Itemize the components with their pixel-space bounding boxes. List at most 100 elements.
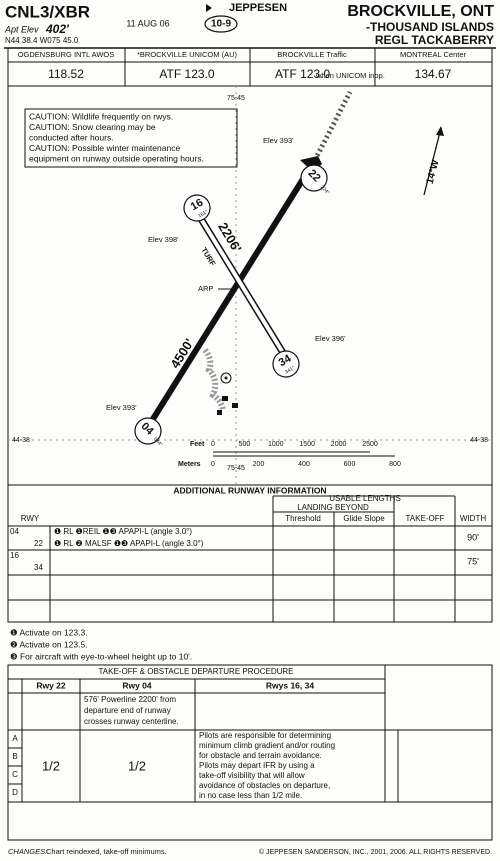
logo — [206, 4, 212, 12]
note: when UNICOM inop. — [315, 71, 385, 80]
capsule — [272, 350, 300, 378]
label: OGDENSBURG INTL AWOS — [18, 50, 115, 59]
procedure: for obstacle and terrain avoidance. — [199, 751, 322, 760]
elevations: Elev 398' — [148, 235, 179, 244]
index: 10-9 — [211, 19, 231, 30]
runway-end-capsules — [134, 164, 328, 445]
notes: ❷ Activate on 123.5. — [10, 639, 88, 649]
usable-lengths: USABLE LENGTHS — [329, 494, 401, 503]
feet: 500 — [239, 441, 251, 448]
rows: D — [12, 788, 18, 797]
min-22: 1/2 — [42, 758, 60, 773]
powerline: 576' Powerline 2200' from — [84, 695, 176, 704]
cautions: conducted after hours. — [29, 132, 114, 142]
changes-label: CHANGES: — [8, 847, 47, 856]
feet: 1000 — [268, 441, 284, 448]
runway-04-22 — [145, 161, 316, 429]
arp-dot — [224, 376, 228, 380]
apron — [202, 348, 226, 411]
elevations: Elev 396' — [315, 334, 346, 343]
coords: N44 38.4 W075 45.0 — [5, 36, 79, 45]
rwy-04: Rwy 04 — [122, 680, 152, 690]
building — [232, 403, 238, 408]
capsule — [300, 164, 328, 192]
left: 44-38 — [12, 437, 30, 444]
rwy: 22 — [34, 539, 43, 548]
procedure: Pilots may depart IFR by using a — [199, 761, 315, 770]
ident: CNL3/XBR — [5, 2, 90, 21]
r04-hdg: 044° — [152, 436, 164, 448]
capsule — [183, 194, 211, 222]
label: BROCKVILLE Traffic — [277, 50, 347, 59]
cautions: CAUTION: Possible winter maintenance — [29, 143, 180, 153]
top: 75-45 — [227, 95, 245, 102]
rows: B — [12, 752, 17, 761]
takeoff: TAKE-OFF — [406, 514, 445, 523]
brand: JEPPESEN — [229, 2, 287, 14]
name-2: REGL TACKABERRY — [375, 33, 494, 47]
right: 44-38 — [470, 437, 488, 444]
feet: 0 — [211, 441, 215, 448]
width: WIDTH — [460, 514, 486, 523]
feet: 2000 — [331, 441, 347, 448]
glide-slope: Glide Slope — [343, 514, 385, 523]
threshold: Threshold — [285, 514, 321, 523]
meters: 400 — [298, 461, 310, 468]
landing-beyond: LANDING BEYOND — [297, 503, 369, 512]
capsule — [134, 417, 162, 445]
lighting: ❶ RL ❶REIL ❶❸ APAPI-L (angle 3.0°) — [54, 527, 192, 536]
procedure: in no case less than 1/2 mile. — [199, 791, 302, 800]
rwy: 16 — [10, 551, 19, 560]
meters: 0 — [211, 461, 215, 468]
rwys-16-34: Rwys 16, 34 — [266, 680, 314, 690]
powerline: crosses runway centerline. — [84, 717, 179, 726]
caution-box — [24, 108, 238, 168]
arrow-head — [436, 126, 444, 136]
freq: ATF 123.0 — [275, 67, 330, 81]
rwy: 04 — [10, 527, 19, 536]
width: 75' — [467, 556, 479, 566]
changes: Chart reindexed, take-off minimums. — [46, 847, 167, 856]
date: 11 AUG 06 — [126, 18, 169, 28]
runway-table — [7, 484, 493, 623]
r16-hdg: 161° — [197, 209, 209, 219]
elev-label: Apt Elev — [4, 24, 39, 34]
runway-16-34-surface — [196, 212, 287, 358]
freq: 118.52 — [48, 67, 84, 81]
meters: 600 — [344, 461, 356, 468]
title: TAKE-OFF & OBSTACLE DEPARTURE PROCEDURE — [99, 667, 294, 676]
takeoff-table — [7, 664, 493, 841]
width: 90' — [467, 532, 479, 542]
building — [222, 396, 228, 401]
rows: A — [12, 734, 18, 743]
city: BROCKVILLE, ONT — [347, 3, 494, 20]
runway-table-rules — [8, 495, 492, 622]
feet: 1500 — [299, 441, 315, 448]
building — [217, 410, 222, 415]
rwy: RWY — [21, 514, 40, 523]
meters: 800 — [389, 461, 401, 468]
elev: 402' — [45, 22, 70, 36]
r16: 16 — [189, 197, 206, 214]
bottom: 75-45 — [227, 465, 245, 472]
cautions: CAUTION: Snow clearing may be — [29, 122, 156, 132]
freq: ATF 123.0 — [159, 67, 214, 81]
notes: ❶ Activate on 123.3. — [10, 627, 88, 637]
cautions: CAUTION: Wildlife frequently on rwys. — [29, 111, 173, 121]
index-oval — [204, 15, 238, 33]
r34-hdg: 341° — [284, 365, 296, 375]
powerline: departure end of runway — [84, 706, 171, 715]
min-04: 1/2 — [128, 758, 146, 773]
elevations: Elev 393' — [263, 136, 294, 145]
notes: ❸ For aircraft with eye-to-wheel height … — [10, 651, 192, 661]
elevations: Elev 393' — [106, 403, 137, 412]
label: *BROCKVILLE UNICOM (AU) — [137, 50, 238, 59]
label: MONTREAL Center — [400, 50, 466, 59]
procedure: Pilots are responsible for determining — [199, 731, 331, 740]
variation-arrow — [423, 127, 442, 196]
arp-symbol — [220, 372, 232, 384]
